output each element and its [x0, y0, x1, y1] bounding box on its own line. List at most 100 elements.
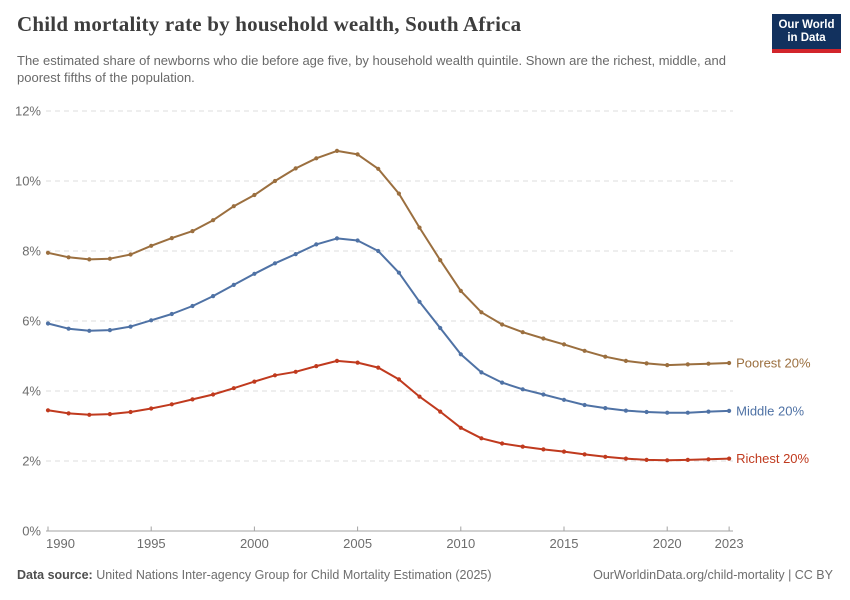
series-point-poorest-20[interactable] [355, 152, 360, 157]
series-point-poorest-20[interactable] [128, 252, 133, 257]
series-point-middle-20[interactable] [66, 326, 71, 331]
series-point-richest-20[interactable] [169, 402, 174, 407]
series-point-middle-20[interactable] [45, 321, 51, 326]
series-point-middle-20[interactable] [376, 248, 381, 254]
owid-cc-link[interactable]: OurWorldinData.org/child-mortality | CC … [593, 568, 833, 582]
series-point-poorest-20[interactable] [520, 330, 525, 335]
series-point-richest-20[interactable] [727, 456, 732, 461]
series-line-richest-20[interactable] [47, 359, 731, 462]
series-point-poorest-20[interactable] [644, 361, 649, 366]
series-point-poorest-20[interactable] [396, 191, 401, 196]
series-point-middle-20[interactable] [334, 236, 340, 241]
series-point-poorest-20[interactable] [334, 148, 340, 153]
series-point-poorest-20[interactable] [582, 348, 587, 353]
series-point-poorest-20[interactable] [149, 243, 154, 248]
series-point-poorest-20[interactable] [190, 229, 195, 234]
series-point-poorest-20[interactable] [541, 336, 546, 341]
series-point-middle-20[interactable] [128, 324, 133, 329]
series-point-richest-20[interactable] [458, 425, 463, 430]
series-point-middle-20[interactable] [87, 328, 92, 333]
series-point-middle-20[interactable] [252, 271, 257, 276]
series-line-middle-20[interactable] [47, 237, 731, 414]
series-point-middle-20[interactable] [623, 408, 629, 413]
series-point-poorest-20[interactable] [665, 363, 670, 368]
series-point-poorest-20[interactable] [87, 257, 92, 262]
series-point-richest-20[interactable] [334, 358, 340, 363]
series-point-richest-20[interactable] [417, 394, 422, 399]
series-point-poorest-20[interactable] [107, 256, 112, 261]
series-point-richest-20[interactable] [438, 409, 443, 414]
series-point-poorest-20[interactable] [561, 342, 567, 347]
series-point-middle-20[interactable] [293, 252, 298, 257]
series-point-richest-20[interactable] [66, 411, 71, 416]
series-point-middle-20[interactable] [169, 311, 174, 317]
series-point-richest-20[interactable] [87, 412, 92, 417]
series-point-poorest-20[interactable] [623, 358, 629, 363]
series-point-middle-20[interactable] [355, 238, 360, 243]
series-point-poorest-20[interactable] [706, 361, 711, 366]
series-point-middle-20[interactable] [190, 303, 195, 309]
series-point-richest-20[interactable] [314, 364, 319, 369]
series-point-poorest-20[interactable] [479, 310, 484, 315]
series-point-poorest-20[interactable] [293, 166, 298, 171]
series-point-poorest-20[interactable] [417, 225, 422, 230]
series-point-middle-20[interactable] [479, 370, 484, 375]
series-point-richest-20[interactable] [272, 373, 278, 378]
series-line-poorest-20[interactable] [47, 149, 731, 367]
series-point-richest-20[interactable] [500, 441, 505, 446]
series-point-richest-20[interactable] [520, 444, 525, 449]
series-point-poorest-20[interactable] [314, 156, 319, 161]
series-point-richest-20[interactable] [190, 397, 195, 402]
series-point-poorest-20[interactable] [685, 362, 690, 367]
series-point-middle-20[interactable] [500, 380, 505, 385]
series-point-richest-20[interactable] [665, 458, 670, 463]
series-point-middle-20[interactable] [396, 270, 401, 275]
series-point-poorest-20[interactable] [438, 258, 443, 263]
series-point-middle-20[interactable] [107, 328, 112, 333]
series-point-poorest-20[interactable] [66, 255, 71, 260]
series-point-middle-20[interactable] [706, 409, 711, 414]
series-point-middle-20[interactable] [520, 387, 525, 392]
series-point-middle-20[interactable] [314, 242, 319, 247]
series-point-poorest-20[interactable] [169, 236, 174, 241]
series-point-richest-20[interactable] [561, 449, 567, 454]
series-point-middle-20[interactable] [561, 397, 567, 402]
series-point-richest-20[interactable] [623, 456, 629, 461]
series-point-middle-20[interactable] [582, 402, 587, 408]
series-point-poorest-20[interactable] [458, 288, 463, 293]
series-point-middle-20[interactable] [417, 299, 422, 304]
series-point-middle-20[interactable] [541, 392, 546, 397]
series-point-middle-20[interactable] [665, 410, 670, 415]
series-point-middle-20[interactable] [727, 408, 732, 413]
series-point-middle-20[interactable] [603, 406, 608, 411]
series-point-richest-20[interactable] [582, 452, 587, 457]
series-point-richest-20[interactable] [149, 406, 154, 411]
series-point-poorest-20[interactable] [603, 354, 608, 359]
series-point-middle-20[interactable] [438, 325, 443, 331]
series-point-richest-20[interactable] [603, 454, 608, 459]
series-point-middle-20[interactable] [685, 410, 690, 415]
series-point-richest-20[interactable] [479, 436, 484, 441]
owid-logo[interactable]: Our World in Data [772, 14, 841, 53]
series-point-richest-20[interactable] [45, 408, 51, 413]
series-point-poorest-20[interactable] [727, 360, 732, 366]
series-point-poorest-20[interactable] [252, 192, 257, 198]
series-point-richest-20[interactable] [107, 412, 112, 417]
series-point-poorest-20[interactable] [45, 250, 51, 255]
series-point-richest-20[interactable] [706, 457, 711, 462]
series-point-middle-20[interactable] [458, 352, 463, 357]
series-point-richest-20[interactable] [211, 392, 216, 397]
series-point-poorest-20[interactable] [376, 166, 381, 171]
series-point-poorest-20[interactable] [231, 204, 236, 209]
series-point-richest-20[interactable] [685, 457, 690, 462]
series-point-richest-20[interactable] [252, 379, 257, 384]
series-point-middle-20[interactable] [211, 294, 216, 299]
series-point-richest-20[interactable] [376, 365, 381, 370]
series-point-richest-20[interactable] [644, 457, 649, 462]
series-point-richest-20[interactable] [128, 409, 133, 415]
series-point-middle-20[interactable] [644, 409, 649, 415]
series-point-richest-20[interactable] [293, 369, 298, 374]
series-point-middle-20[interactable] [149, 318, 154, 323]
series-point-richest-20[interactable] [231, 386, 236, 391]
series-point-middle-20[interactable] [231, 282, 236, 287]
